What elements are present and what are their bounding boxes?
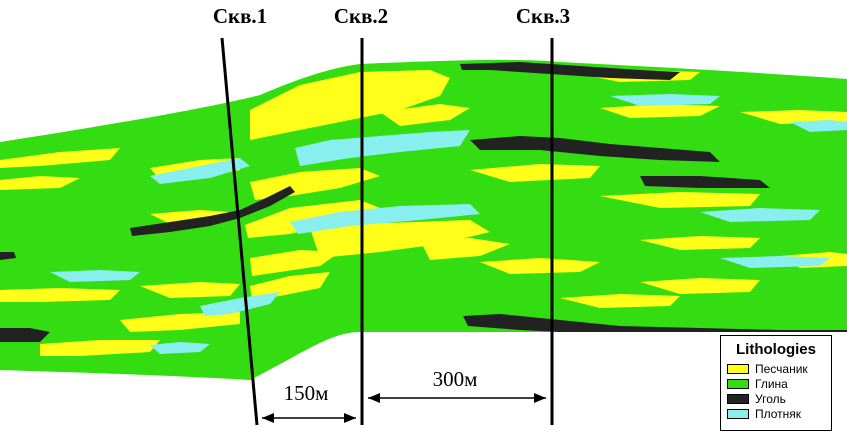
legend-item-coal: Уголь [721, 391, 831, 406]
clay-swatch [727, 378, 749, 389]
tight-layers [50, 94, 847, 354]
legend-label-tight: Плотняк [755, 406, 802, 421]
lithology-legend: Lithologies Песчаник Глина Уголь Плотняк [720, 335, 832, 431]
distance-2-3-label: 300м [433, 367, 478, 391]
legend-label-sandstone: Песчаник [755, 361, 808, 376]
coal-beds [0, 62, 847, 342]
legend-item-tight: Плотняк [721, 406, 831, 421]
tight-swatch [727, 408, 749, 419]
well-1-trace [220, 37, 259, 426]
legend-title: Lithologies [736, 341, 816, 358]
coal-swatch [727, 393, 749, 404]
legend-label-clay: Глина [755, 376, 788, 391]
distance-arrow-1-2 [262, 413, 356, 423]
well-1-label: Скв.1 [213, 4, 267, 28]
legend-item-sandstone: Песчаник [721, 361, 831, 376]
distance-1-2-label: 150м [284, 381, 329, 405]
well-2-label: Скв.2 [334, 4, 388, 28]
well-3-label: Скв.3 [516, 4, 570, 28]
legend-item-clay: Глина [721, 376, 831, 391]
sandstone-swatch [727, 363, 749, 374]
legend-label-coal: Уголь [755, 391, 786, 406]
distance-arrow-2-3 [368, 393, 546, 403]
